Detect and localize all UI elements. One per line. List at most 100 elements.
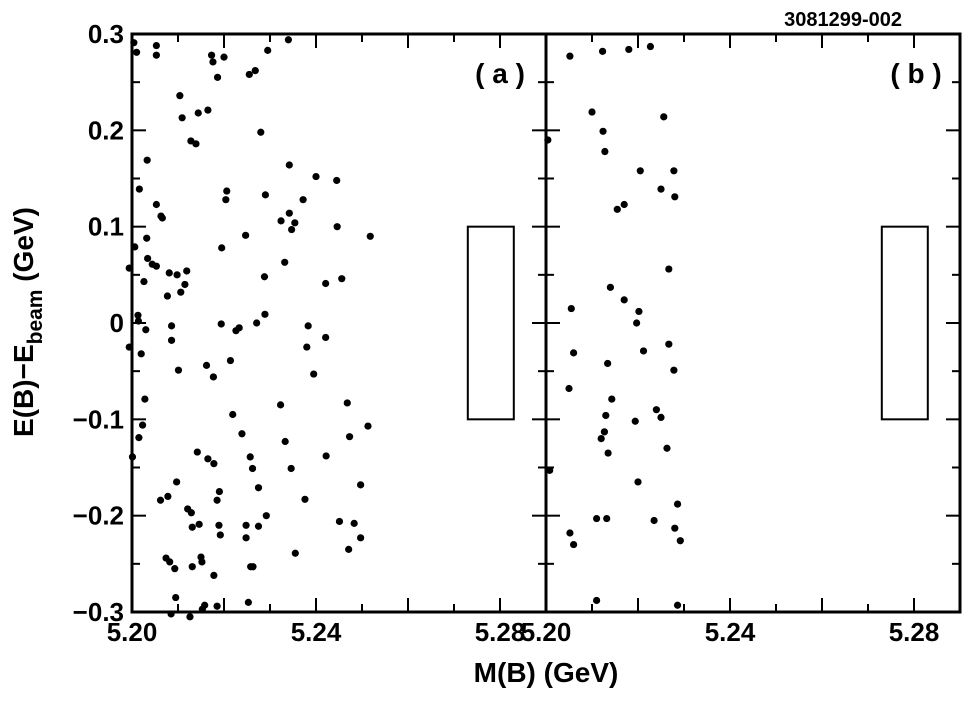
y-tick-label: −0.2 [73, 501, 124, 531]
y-axis: −0.3 −0.2 −0.1 0 0.1 0.2 0.3 [73, 19, 124, 627]
data-point [635, 307, 643, 316]
data-point [665, 340, 673, 348]
data-point [134, 311, 142, 319]
data-point [646, 42, 655, 51]
data-point [193, 448, 201, 456]
data-point [600, 428, 609, 436]
data-point [598, 47, 607, 55]
data-point [209, 373, 218, 381]
data-point [178, 114, 186, 122]
data-point [142, 326, 150, 334]
panel-b-signal-box [880, 225, 929, 421]
data-point [135, 434, 143, 442]
data-point [167, 322, 176, 330]
data-point [639, 347, 648, 355]
data-point [357, 534, 365, 542]
data-point [217, 320, 225, 328]
panel-b-label: ( b ) [890, 58, 941, 89]
data-point [304, 322, 312, 330]
data-point [593, 514, 601, 523]
data-point [210, 571, 218, 579]
data-point [277, 217, 285, 225]
data-point [291, 219, 299, 227]
data-point [166, 558, 174, 566]
x-tick-label: 5.20 [107, 617, 158, 647]
data-point [281, 258, 289, 266]
data-point [164, 492, 172, 500]
data-point [173, 478, 181, 486]
data-point [177, 288, 185, 296]
data-point [322, 333, 330, 342]
data-point [663, 444, 671, 452]
data-point [599, 127, 607, 135]
data-point [226, 356, 235, 365]
y-tick-label: 0.3 [88, 19, 124, 49]
data-point [261, 310, 269, 318]
data-point [210, 460, 218, 468]
data-point [636, 167, 644, 175]
data-point [670, 167, 678, 175]
data-point [364, 422, 372, 430]
data-point [634, 478, 642, 486]
data-point [284, 36, 292, 44]
data-point [671, 524, 679, 532]
y-tick-label: −0.3 [73, 597, 124, 627]
data-point [242, 534, 250, 542]
data-point [220, 53, 228, 61]
data-point [604, 359, 612, 368]
data-point [343, 399, 351, 407]
data-point [131, 243, 139, 251]
data-point [135, 185, 143, 193]
y-tick-label: 0.1 [88, 212, 124, 242]
data-point [229, 410, 237, 419]
data-point [631, 417, 639, 425]
data-point [650, 516, 658, 525]
data-point [604, 449, 612, 457]
data-point [657, 185, 665, 193]
data-point [303, 343, 311, 351]
data-point [167, 336, 176, 344]
data-point [254, 484, 263, 492]
data-point [608, 395, 616, 403]
data-point [301, 495, 309, 503]
data-point [204, 106, 212, 114]
data-point [143, 234, 151, 242]
y-axis-title-tail: (GeV) [8, 207, 39, 289]
data-point [657, 413, 665, 422]
data-point [195, 520, 203, 528]
data-point [606, 283, 615, 291]
data-point [588, 108, 596, 116]
data-point [312, 172, 320, 181]
data-point [345, 545, 353, 553]
y-axis-title-sub: beam [24, 290, 47, 345]
data-point [181, 280, 189, 289]
data-point [213, 496, 221, 504]
data-point [246, 453, 254, 461]
y-tick-label: 0 [110, 308, 124, 338]
data-point [310, 370, 318, 378]
data-point [218, 244, 226, 252]
x-axis-title: M(B) (GeV) [474, 657, 619, 688]
data-point [242, 521, 250, 529]
data-point [671, 193, 679, 201]
data-point [188, 563, 196, 571]
panel-a: ( a ) 5.20 5.24 5.28 [107, 32, 548, 647]
data-point [198, 558, 206, 566]
data-point [213, 73, 222, 81]
data-point [665, 265, 673, 273]
data-point [660, 113, 668, 121]
data-point [158, 214, 166, 222]
data-point [156, 496, 165, 504]
data-point [125, 264, 133, 272]
panel-b-x-ticks: 5.20 5.24 5.28 [521, 34, 960, 647]
data-point [602, 411, 610, 420]
data-point [163, 292, 172, 300]
data-point [174, 366, 183, 374]
data-point [546, 466, 554, 474]
data-point [251, 67, 259, 75]
y-axis-title-main: E(B)−E [8, 344, 39, 437]
data-point [620, 296, 628, 304]
data-point [133, 48, 141, 56]
data-point [670, 366, 678, 374]
